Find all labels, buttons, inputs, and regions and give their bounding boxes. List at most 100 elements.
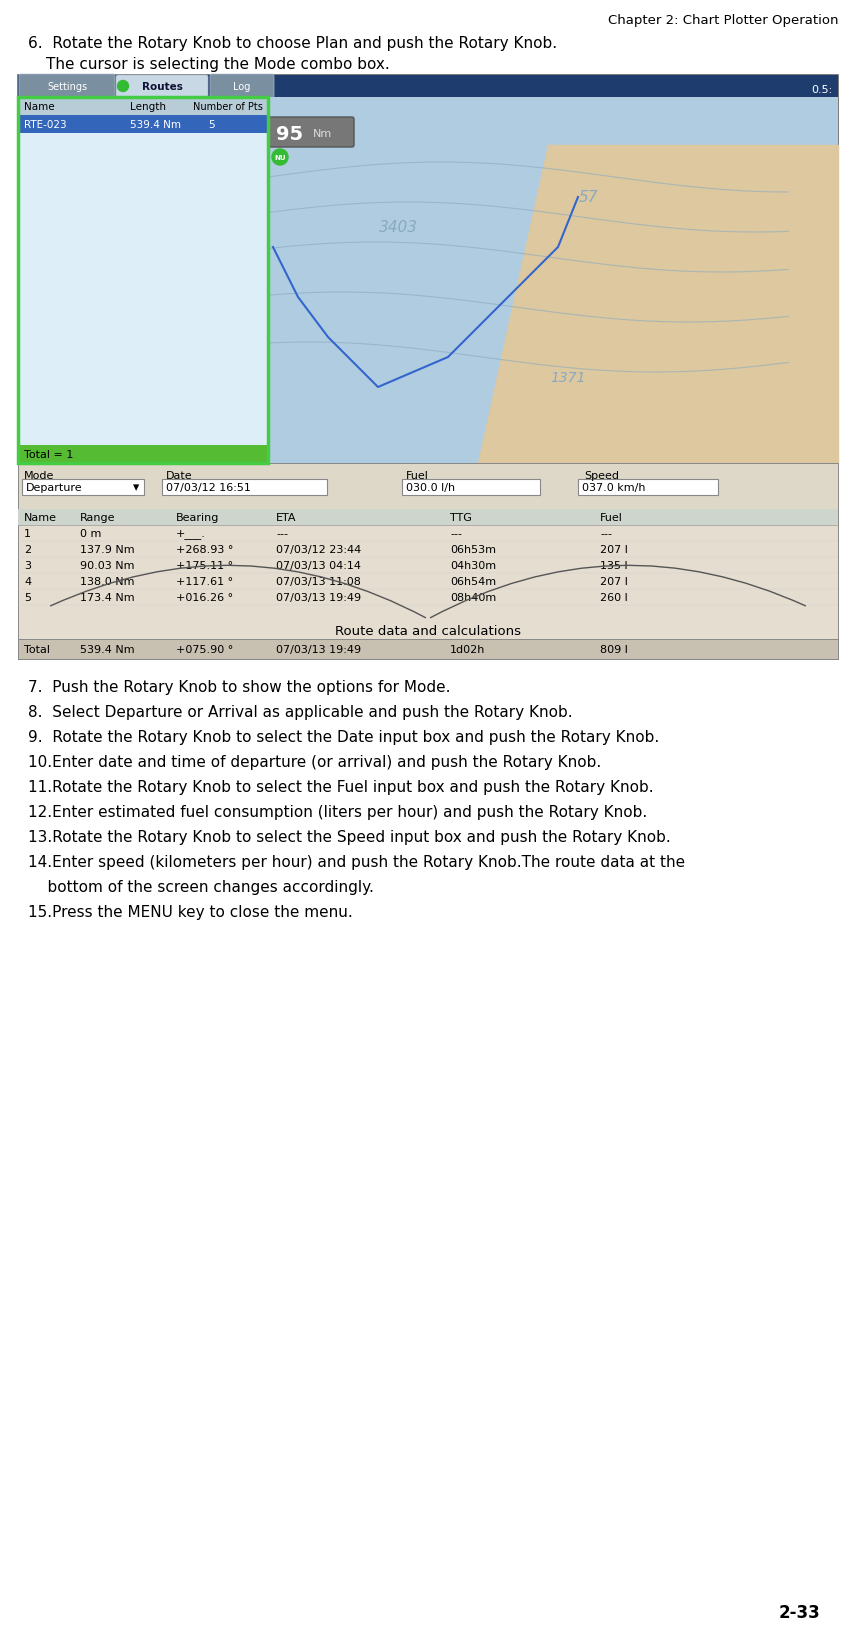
Text: The cursor is selecting the Mode combo box.: The cursor is selecting the Mode combo b… (46, 57, 390, 72)
Text: 138.0 Nm: 138.0 Nm (80, 577, 134, 587)
Text: ETA: ETA (276, 513, 297, 523)
Bar (18, 98, 268, 116)
Bar (18, 510, 838, 659)
Text: 1d02h: 1d02h (450, 644, 486, 654)
Bar (18, 446, 268, 464)
Text: 07/03/13 19:49: 07/03/13 19:49 (276, 644, 361, 654)
Text: Nm: Nm (312, 129, 332, 139)
Text: 90.03 Nm: 90.03 Nm (80, 561, 134, 570)
Text: Routes: Routes (142, 82, 182, 92)
Text: 260 l: 260 l (600, 593, 628, 603)
FancyBboxPatch shape (268, 118, 354, 148)
Text: 539.4 Nm: 539.4 Nm (80, 644, 134, 654)
Text: 3403: 3403 (379, 220, 417, 236)
Text: 6.  Rotate the Rotary Knob to choose Plan and push the Rotary Knob.: 6. Rotate the Rotary Knob to choose Plan… (28, 36, 557, 51)
Bar (18, 116, 268, 134)
Text: ▾: ▾ (133, 482, 139, 495)
Text: +268.93 °: +268.93 ° (176, 544, 233, 554)
Bar (18, 98, 268, 464)
Bar (18, 75, 838, 98)
Bar (18, 510, 838, 526)
Text: Departure: Departure (26, 484, 83, 493)
Text: 0 m: 0 m (80, 529, 102, 539)
Bar (402, 480, 540, 495)
Text: 14.Enter speed (kilometers per hour) and push the Rotary Knob.The route data at : 14.Enter speed (kilometers per hour) and… (28, 854, 685, 869)
Bar (578, 480, 718, 495)
Text: 95: 95 (276, 125, 304, 144)
Text: 539.4 Nm: 539.4 Nm (130, 120, 181, 129)
Text: Name: Name (24, 102, 55, 111)
Text: 030.0 l/h: 030.0 l/h (406, 484, 455, 493)
Text: 10.Enter date and time of departure (or arrival) and push the Rotary Knob.: 10.Enter date and time of departure (or … (28, 754, 601, 770)
Text: Name: Name (24, 513, 57, 523)
Text: Speed: Speed (584, 470, 619, 480)
Text: 06h53m: 06h53m (450, 544, 496, 554)
Text: 7.  Push the Rotary Knob to show the options for Mode.: 7. Push the Rotary Knob to show the opti… (28, 680, 451, 695)
Text: +117.61 °: +117.61 ° (176, 577, 233, 587)
Text: 207 l: 207 l (600, 577, 628, 587)
Text: ---: --- (600, 529, 612, 539)
Text: 2-33: 2-33 (778, 1603, 820, 1621)
FancyBboxPatch shape (116, 75, 208, 102)
Text: Total = 1: Total = 1 (24, 449, 74, 459)
Text: 07/03/13 19:49: 07/03/13 19:49 (276, 593, 361, 603)
Bar (18, 639, 838, 659)
Text: 173.4 Nm: 173.4 Nm (80, 593, 134, 603)
Text: 07/03/12 23:44: 07/03/12 23:44 (276, 544, 362, 554)
FancyBboxPatch shape (19, 75, 115, 98)
Text: Mode: Mode (24, 470, 55, 480)
Text: 07/03/13 11:08: 07/03/13 11:08 (276, 577, 361, 587)
Text: 04h30m: 04h30m (450, 561, 496, 570)
Circle shape (117, 82, 128, 92)
Text: bottom of the screen changes accordingly.: bottom of the screen changes accordingly… (28, 880, 374, 895)
Bar (18, 98, 268, 464)
Text: Fuel: Fuel (600, 513, 623, 523)
Text: 08h40m: 08h40m (450, 593, 496, 603)
Polygon shape (478, 146, 838, 464)
Text: 8.  Select Departure or Arrival as applicable and push the Rotary Knob.: 8. Select Departure or Arrival as applic… (28, 705, 573, 720)
Text: 13.Rotate the Rotary Knob to select the Speed input box and push the Rotary Knob: 13.Rotate the Rotary Knob to select the … (28, 829, 671, 844)
FancyBboxPatch shape (210, 75, 274, 98)
Text: 135 l: 135 l (600, 561, 628, 570)
Text: Date: Date (166, 470, 192, 480)
Text: +175.11 °: +175.11 ° (176, 561, 233, 570)
Text: 07/03/12 16:51: 07/03/12 16:51 (166, 484, 251, 493)
Text: Chapter 2: Chart Plotter Operation: Chapter 2: Chart Plotter Operation (608, 15, 838, 26)
Text: 07/03/13 04:14: 07/03/13 04:14 (276, 561, 361, 570)
Bar (18, 75, 838, 464)
Text: ---: --- (450, 529, 462, 539)
Text: Range: Range (80, 513, 115, 523)
Text: 06h54m: 06h54m (450, 577, 496, 587)
Text: 12.Enter estimated fuel consumption (liters per hour) and push the Rotary Knob.: 12.Enter estimated fuel consumption (lit… (28, 805, 647, 820)
Text: 207 l: 207 l (600, 544, 628, 554)
Text: +___.: +___. (176, 529, 206, 539)
Text: 0.5:: 0.5: (811, 85, 832, 95)
Text: Number of Pts: Number of Pts (193, 102, 262, 111)
Text: 15.Press the MENU key to close the menu.: 15.Press the MENU key to close the menu. (28, 905, 353, 919)
Text: NU: NU (274, 156, 286, 161)
Bar (18, 464, 838, 510)
Text: ---: --- (276, 529, 288, 539)
Text: 1: 1 (24, 529, 31, 539)
Circle shape (272, 149, 288, 166)
Text: +016.26 °: +016.26 ° (176, 593, 233, 603)
Text: 137.9 Nm: 137.9 Nm (80, 544, 134, 554)
Text: 037.0 km/h: 037.0 km/h (582, 484, 646, 493)
Text: Bearing: Bearing (176, 513, 220, 523)
Text: Total: Total (24, 644, 50, 654)
Text: TTG: TTG (450, 513, 472, 523)
Text: 4: 4 (24, 577, 31, 587)
Text: Length: Length (130, 102, 166, 111)
Text: 9.  Rotate the Rotary Knob to select the Date input box and push the Rotary Knob: 9. Rotate the Rotary Knob to select the … (28, 729, 659, 744)
Text: RTE-023: RTE-023 (24, 120, 67, 129)
Text: Log: Log (233, 82, 251, 92)
Text: Settings: Settings (47, 82, 87, 92)
Text: Route data and calculations: Route data and calculations (335, 624, 521, 638)
Text: 2: 2 (24, 544, 31, 554)
Text: 1371: 1371 (551, 370, 586, 385)
Text: 57: 57 (578, 190, 598, 205)
Text: 3: 3 (24, 561, 31, 570)
Bar (268, 98, 838, 464)
Text: 5: 5 (24, 593, 31, 603)
Bar (162, 480, 327, 495)
